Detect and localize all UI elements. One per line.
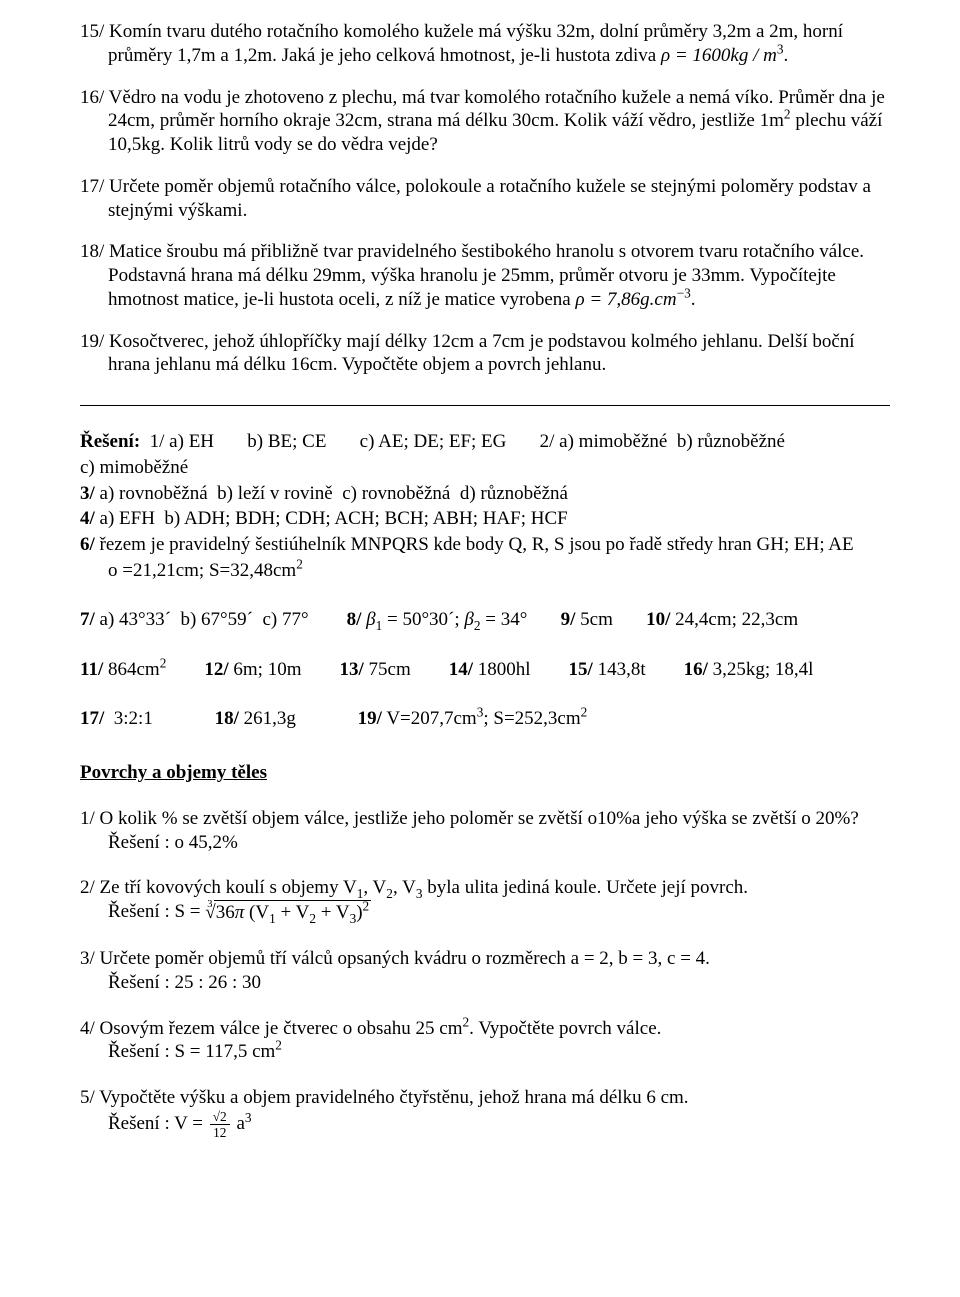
answers-line-11: 11/ 864cm2 12/ 6m; 10m 13/ 75cm 14/ 1800…: [80, 634, 890, 682]
problem-1-answer: Řešení : o 45,2%: [80, 831, 890, 855]
cuberoot-icon: 3 √36π (V1 + V2 + V3)2: [205, 900, 371, 925]
answers-line-1c: c) mimoběžné: [80, 456, 890, 480]
fraction-denominator: 12: [210, 1125, 230, 1139]
problem-5: 5/ Vypočtěte výšku a objem pravidelného …: [80, 1086, 890, 1139]
q16-text-a: 16/ Vědro na vodu je zhotoveno z plechu,…: [80, 87, 885, 132]
q18-exp: −3: [677, 285, 691, 300]
p2-math: V1, V2, V3: [343, 877, 422, 898]
separator-line: [80, 405, 890, 406]
p2-text-b: byla ulita jediná koule. Určete její pov…: [422, 877, 748, 898]
problem-4: 4/ Osovým řezem válce je čtverec o obsah…: [80, 1017, 890, 1065]
problem-3-answer: Řešení : 25 : 26 : 30: [80, 971, 890, 995]
question-15: 15/ Komín tvaru dutého rotačního komoléh…: [80, 20, 890, 68]
problem-1: 1/ O kolik % se zvětší objem válce, jest…: [80, 807, 890, 855]
problem-2-answer: Řešení : S = 3 √36π (V1 + V2 + V3)2: [80, 900, 890, 925]
question-18: 18/ Matice šroubu má přibližně tvar prav…: [80, 240, 890, 311]
q15-end: .: [784, 45, 789, 66]
question-19: 19/ Kosočtverec, jehož úhlopříčky mají d…: [80, 330, 890, 378]
p5-ans-exp: 3: [245, 1110, 252, 1125]
problem-1-question: 1/ O kolik % se zvětší objem válce, jest…: [80, 807, 890, 831]
answers-line-6a: 6/ řezem je pravidelný šestiúhelník MNPQ…: [80, 533, 890, 557]
answers-line-6b: o =21,21cm; S=32,48cm2: [80, 559, 890, 583]
question-17: 17/ Určete poměr objemů rotačního válce,…: [80, 175, 890, 223]
q18-math: ρ = 7,86g.cm: [575, 289, 676, 310]
answers-line-17: 17/ 3:2:1 18/ 261,3g 19/ V=207,7cm3; S=2…: [80, 684, 890, 732]
answers-line-1: Řešení: 1/ a) EH b) BE; CE c) AE; DE; EF…: [80, 430, 890, 454]
p5-ans-lead: Řešení : V =: [108, 1113, 208, 1134]
answers-title: Řešení:: [80, 431, 140, 452]
p4-text-b: . Vypočtěte povrch válce.: [469, 1018, 661, 1039]
question-16: 16/ Vědro na vodu je zhotoveno z plechu,…: [80, 86, 890, 157]
q18-text-a: 18/ Matice šroubu má přibližně tvar prav…: [80, 241, 864, 310]
problem-5-question: 5/ Vypočtěte výšku a objem pravidelného …: [80, 1086, 890, 1110]
ans-6b-exp: 2: [296, 556, 303, 571]
section-title-povrchy: Povrchy a objemy těles: [80, 761, 890, 785]
problem-2: 2/ Ze tří kovových koulí s objemy V1, V2…: [80, 876, 890, 925]
q16-exp: 2: [784, 107, 791, 122]
p4-text-a: 4/ Osovým řezem válce je čtverec o obsah…: [80, 1018, 463, 1039]
p2-text-a: 2/ Ze tří kovových koulí s objemy: [80, 877, 343, 898]
p5-ans-tail: a: [236, 1113, 244, 1134]
answers-line-3: 3/ a) rovnoběžná b) leží v rovině c) rov…: [80, 482, 890, 506]
answers-line-4: 4/ a) EFH b) ADH; BDH; CDH; ACH; BCH; AB…: [80, 507, 890, 531]
p2-ans-lead: Řešení : S =: [108, 901, 205, 922]
problem-4-answer: Řešení : S = 117,5 cm2: [80, 1040, 890, 1064]
radicand: 36π (V1 + V2 + V3)2: [214, 900, 371, 925]
problem-3-question: 3/ Určete poměr objemů tří válců opsanýc…: [80, 947, 890, 971]
problem-3: 3/ Určete poměr objemů tří válců opsanýc…: [80, 947, 890, 995]
ans-6b: o =21,21cm; S=32,48cm: [108, 560, 296, 581]
p4-ans-exp: 2: [275, 1038, 282, 1053]
root-index: 3: [207, 898, 212, 911]
fraction: √2 12: [210, 1110, 230, 1140]
problem-2-question: 2/ Ze tří kovových koulí s objemy V1, V2…: [80, 876, 890, 900]
p4-ans-a: Řešení : S = 117,5 cm: [108, 1041, 275, 1062]
answers-line-7: 7/ a) 43°33´ b) 67°59´ c) 77° 8/ β1 = 50…: [80, 585, 890, 633]
answers-1: 1/ a) EH b) BE; CE c) AE; DE; EF; EG 2/ …: [140, 431, 785, 452]
q15-exp: 3: [777, 41, 784, 56]
fraction-numerator: √2: [210, 1110, 230, 1125]
problem-5-answer: Řešení : V = √2 12 a3: [80, 1110, 890, 1140]
problem-4-question: 4/ Osovým řezem válce je čtverec o obsah…: [80, 1017, 890, 1041]
q18-end: .: [691, 289, 696, 310]
q15-math: ρ = 1600kg / m: [661, 45, 777, 66]
answers-block: Řešení: 1/ a) EH b) BE; CE c) AE; DE; EF…: [80, 430, 890, 731]
